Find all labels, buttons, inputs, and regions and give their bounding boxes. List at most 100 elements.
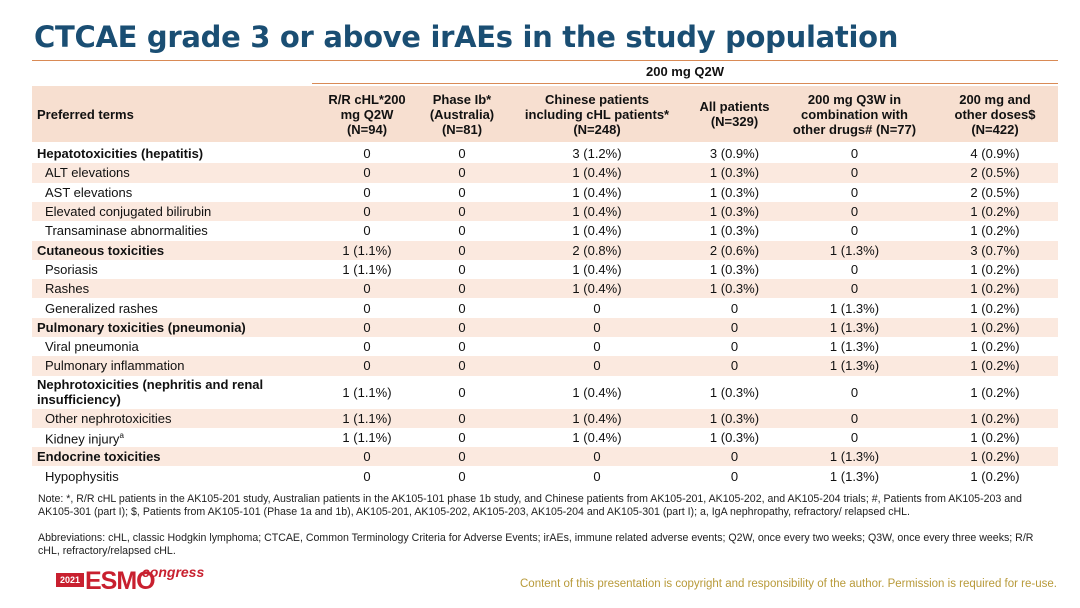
- footnote-note: Note: *, R/R cHL patients in the AK105-2…: [38, 493, 1022, 518]
- term-cell: Psoriasis: [45, 260, 310, 279]
- value-cell: 0: [458, 430, 466, 446]
- esmo-logo: 2021 ESMO congress: [56, 564, 206, 596]
- value-cell: 1 (0.4%): [572, 184, 622, 200]
- term-label: ALT elevations: [45, 165, 130, 181]
- term-cell: Cutaneous toxicities: [37, 241, 310, 260]
- value-cell: 0: [363, 223, 371, 239]
- value-cell: 0: [593, 449, 601, 465]
- term-label: Generalized rashes: [45, 300, 158, 316]
- value-cell: 1 (1.3%): [829, 339, 880, 355]
- value-cell: 0: [850, 261, 859, 277]
- value-cell: 0: [593, 319, 601, 335]
- value-cell: 1 (1.1%): [342, 242, 392, 258]
- value-cell: 1 (1.1%): [342, 410, 392, 426]
- term-cell: Hepatotoxicities (hepatitis): [37, 144, 310, 163]
- value-cell: 1 (0.3%): [709, 261, 760, 277]
- term-label: Psoriasis: [45, 261, 98, 277]
- term-cell: Rashes: [45, 279, 310, 298]
- value-cell: 0: [458, 261, 466, 277]
- value-cell: 0: [458, 204, 466, 220]
- term-cell: Kidney injurya: [45, 428, 310, 447]
- term-label: Pulmonary inflammation: [45, 358, 185, 374]
- column-header: 200 mg Q3W in combination with other dru…: [792, 91, 917, 137]
- value-cell: 1 (1.1%): [342, 430, 392, 446]
- table-row: Elevated conjugated bilirubin 0 0 1 (0.4%) 1…: [32, 201, 1058, 222]
- logo-suffix: congress: [142, 564, 205, 580]
- value-cell: 0: [850, 384, 859, 400]
- value-cell: 0: [730, 449, 739, 465]
- term-label: Pulmonary toxicities (pneumonia): [37, 319, 246, 335]
- value-cell: 1 (0.4%): [572, 165, 622, 181]
- value-cell: 2 (0.8%): [572, 242, 622, 258]
- value-cell: 0: [850, 223, 859, 239]
- group-divider: [312, 83, 1058, 84]
- value-cell: 0: [458, 449, 466, 465]
- value-cell: 1 (0.4%): [572, 410, 622, 426]
- value-cell: 4 (0.9%): [970, 146, 1020, 162]
- value-cell: 1 (0.2%): [970, 358, 1020, 374]
- table-row: Viral pneumonia 0 0 0 0 1 (1.3%) 1 (0.2%): [32, 337, 1058, 356]
- column-header: Phase Ib* (Australia) (N=81): [429, 91, 495, 137]
- value-cell: 0: [458, 242, 466, 258]
- value-cell: 0: [458, 146, 466, 162]
- value-cell: 0: [850, 410, 859, 426]
- value-cell: 1 (0.3%): [709, 165, 760, 181]
- term-cell: Hypophysitis: [45, 467, 310, 486]
- value-cell: 0: [363, 339, 371, 355]
- term-label: Hypophysitis: [45, 468, 119, 484]
- value-cell: 0: [363, 319, 371, 335]
- term-cell: Pulmonary inflammation: [45, 356, 310, 375]
- term-label: Rashes: [45, 281, 90, 297]
- value-cell: 1 (0.2%): [970, 319, 1020, 335]
- value-cell: 1 (0.3%): [709, 384, 760, 400]
- value-cell: 0: [730, 339, 739, 355]
- value-cell: 1 (0.4%): [572, 384, 622, 400]
- term-cell: Elevated conjugated bilirubin: [45, 202, 310, 221]
- value-cell: 0: [363, 281, 371, 297]
- value-cell: 0: [458, 184, 466, 200]
- table-row: Other nephrotoxicities 1 (1.1%) 0 1 (0.4%) 1…: [32, 408, 1058, 428]
- term-cell: Pulmonary toxicities (pneumonia): [37, 318, 310, 337]
- value-cell: 0: [363, 165, 371, 181]
- value-cell: 0: [363, 358, 371, 374]
- term-label: Cutaneous toxicities: [37, 242, 165, 258]
- group-header: 200 mg Q2W: [645, 64, 725, 79]
- value-cell: 1 (1.1%): [342, 261, 392, 277]
- value-cell: 1 (0.3%): [709, 204, 760, 220]
- term-label: Hepatotoxicities (hepatitis): [37, 146, 204, 162]
- value-cell: 1 (0.2%): [970, 261, 1020, 277]
- value-cell: 1 (0.3%): [709, 223, 760, 239]
- value-cell: 1 (0.2%): [970, 204, 1020, 220]
- value-cell: 1 (0.4%): [572, 281, 622, 297]
- value-cell: 1 (0.3%): [709, 410, 760, 426]
- table-row: Hypophysitis 0 0 0 0 1 (1.3%) 1 (0.2%): [32, 467, 1058, 486]
- value-cell: 0: [593, 468, 601, 484]
- value-cell: 2 (0.6%): [709, 242, 760, 258]
- value-cell: 1 (1.3%): [829, 358, 880, 374]
- value-cell: 2 (0.5%): [970, 165, 1020, 181]
- column-header: R/R cHL*200 mg Q2W (N=94): [328, 91, 406, 137]
- value-cell: 0: [850, 184, 859, 200]
- value-cell: 1 (0.4%): [572, 223, 622, 239]
- term-label: Transaminase abnormalities: [45, 223, 208, 239]
- value-cell: 1 (0.3%): [709, 184, 760, 200]
- value-cell: 1 (1.3%): [829, 319, 880, 335]
- value-cell: 0: [458, 281, 466, 297]
- table-row: Kidney injurya 1 (1.1%) 0 1 (0.4%) 1 (0.3%) 0…: [32, 428, 1058, 447]
- term-label: Nephrotoxicities (nephritis and renal in…: [37, 377, 264, 408]
- value-cell: 1 (0.2%): [970, 223, 1020, 239]
- table-header: Preferred terms R/R cHL*200 mg Q2W (N=94)…: [32, 86, 1058, 142]
- copyright-notice: Content of this presentation is copyrigh…: [520, 578, 1057, 590]
- value-cell: 0: [593, 300, 601, 316]
- value-cell: 0: [363, 146, 371, 162]
- term-label: Endocrine toxicities: [37, 449, 161, 465]
- table-row: Hepatotoxicities (hepatitis) 0 0 3 (1.2%) 3 …: [32, 144, 1058, 163]
- value-cell: 1 (0.4%): [572, 204, 622, 220]
- value-cell: 1 (0.2%): [970, 449, 1020, 465]
- value-cell: 1 (0.2%): [970, 339, 1020, 355]
- value-cell: 3 (0.7%): [970, 242, 1020, 258]
- term-cell: Generalized rashes: [45, 298, 310, 317]
- column-header: Chinese patients including cHL patients*…: [524, 91, 670, 137]
- value-cell: 0: [850, 430, 859, 446]
- value-cell: 0: [593, 358, 601, 374]
